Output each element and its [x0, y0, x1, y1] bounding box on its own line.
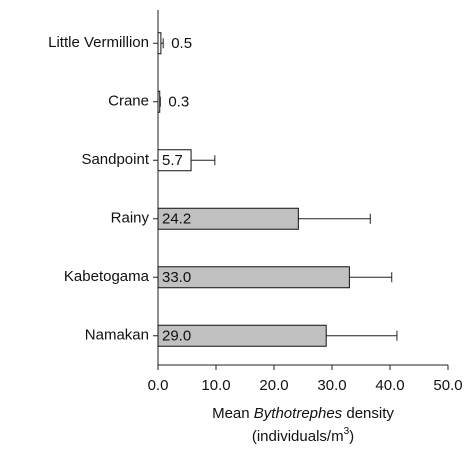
y-tick-label: Little Vermillion — [48, 34, 149, 51]
value-label: 0.3 — [168, 94, 189, 111]
x-tick-label: 30.0 — [317, 377, 346, 394]
x-axis-label: Mean Bythotrephes density — [212, 405, 394, 422]
value-label: 0.5 — [171, 35, 192, 52]
y-tick-label: Namakan — [85, 327, 149, 344]
value-label: 33.0 — [162, 269, 191, 286]
y-tick-label: Rainy — [111, 210, 150, 227]
value-label: 24.2 — [162, 211, 191, 228]
x-axis-label-line2: (individuals/m3) — [252, 426, 354, 445]
value-label: 29.0 — [162, 328, 191, 345]
x-tick-label: 20.0 — [259, 377, 288, 394]
label-part: Bythotrephes — [254, 405, 343, 422]
bar — [157, 324, 327, 347]
x-tick-label: 50.0 — [433, 377, 462, 394]
label-part: ) — [349, 428, 354, 445]
bar — [157, 149, 192, 172]
label-part: Mean — [212, 405, 254, 422]
y-tick-label: Crane — [108, 93, 149, 110]
y-tick-label: Kabetogama — [64, 268, 150, 285]
y-tick-label: Sandpoint — [81, 151, 149, 168]
bar — [157, 32, 162, 55]
x-tick-label: 40.0 — [375, 377, 404, 394]
label-part: (individuals/m — [252, 428, 344, 445]
x-tick-label: 10.0 — [201, 377, 230, 394]
bar — [157, 207, 299, 230]
bar — [157, 90, 161, 113]
x-tick-label: 0.0 — [148, 377, 169, 394]
label-part: density — [342, 405, 394, 422]
label-part: 3 — [344, 426, 350, 437]
bar — [157, 266, 350, 289]
value-label: 5.7 — [162, 152, 183, 169]
